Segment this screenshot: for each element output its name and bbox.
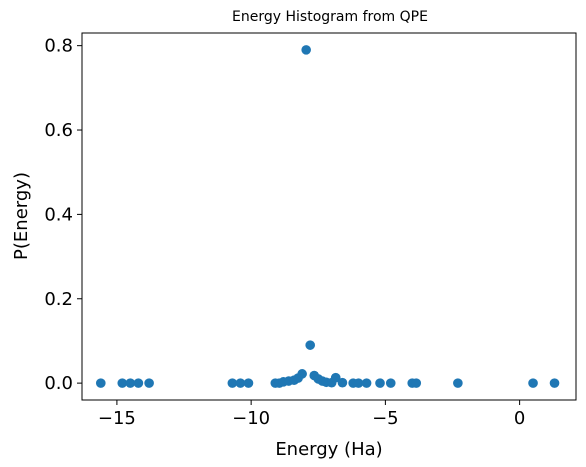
data-point: [95, 378, 106, 388]
x-tick-label: −5: [372, 408, 399, 429]
data-point: [385, 378, 396, 388]
y-tick-label: 0.2: [44, 289, 73, 310]
y-tick-label: 0.8: [44, 36, 73, 57]
data-point: [361, 378, 372, 388]
data-point: [117, 378, 128, 388]
data-point: [375, 378, 385, 388]
plot-area: −15 −10 −5 0 0.0 0.2 0.4 0.6 0.8: [44, 32, 577, 429]
plot-frame: [81, 32, 577, 401]
data-points: [95, 45, 560, 388]
x-axis-label: Energy (Ha): [275, 439, 382, 460]
y-axis-label: P(Energy): [11, 172, 32, 260]
data-point: [144, 378, 154, 388]
x-tick-label: −10: [232, 408, 270, 429]
data-point: [133, 378, 144, 388]
data-point: [337, 377, 348, 388]
data-point: [301, 45, 311, 55]
chart-title: Energy Histogram from QPE: [232, 9, 428, 25]
x-axis-ticks: −15 −10 −5 0: [98, 400, 525, 429]
y-tick-label: 0.4: [44, 204, 73, 225]
y-axis-ticks: 0.0 0.2 0.4 0.6 0.8: [44, 36, 82, 394]
data-point: [235, 378, 246, 388]
x-tick-label: 0: [514, 408, 525, 429]
data-point: [549, 378, 560, 388]
data-point: [411, 378, 422, 388]
data-point: [243, 378, 254, 388]
y-tick-label: 0.0: [44, 373, 73, 394]
data-point: [227, 378, 238, 388]
data-point: [330, 372, 341, 383]
x-tick-label: −15: [98, 408, 136, 429]
data-point: [528, 378, 538, 388]
y-tick-label: 0.6: [44, 120, 73, 141]
data-point: [453, 378, 463, 388]
data-point: [125, 378, 136, 388]
data-point: [297, 369, 307, 379]
data-point: [305, 340, 316, 350]
data-point: [353, 378, 364, 388]
